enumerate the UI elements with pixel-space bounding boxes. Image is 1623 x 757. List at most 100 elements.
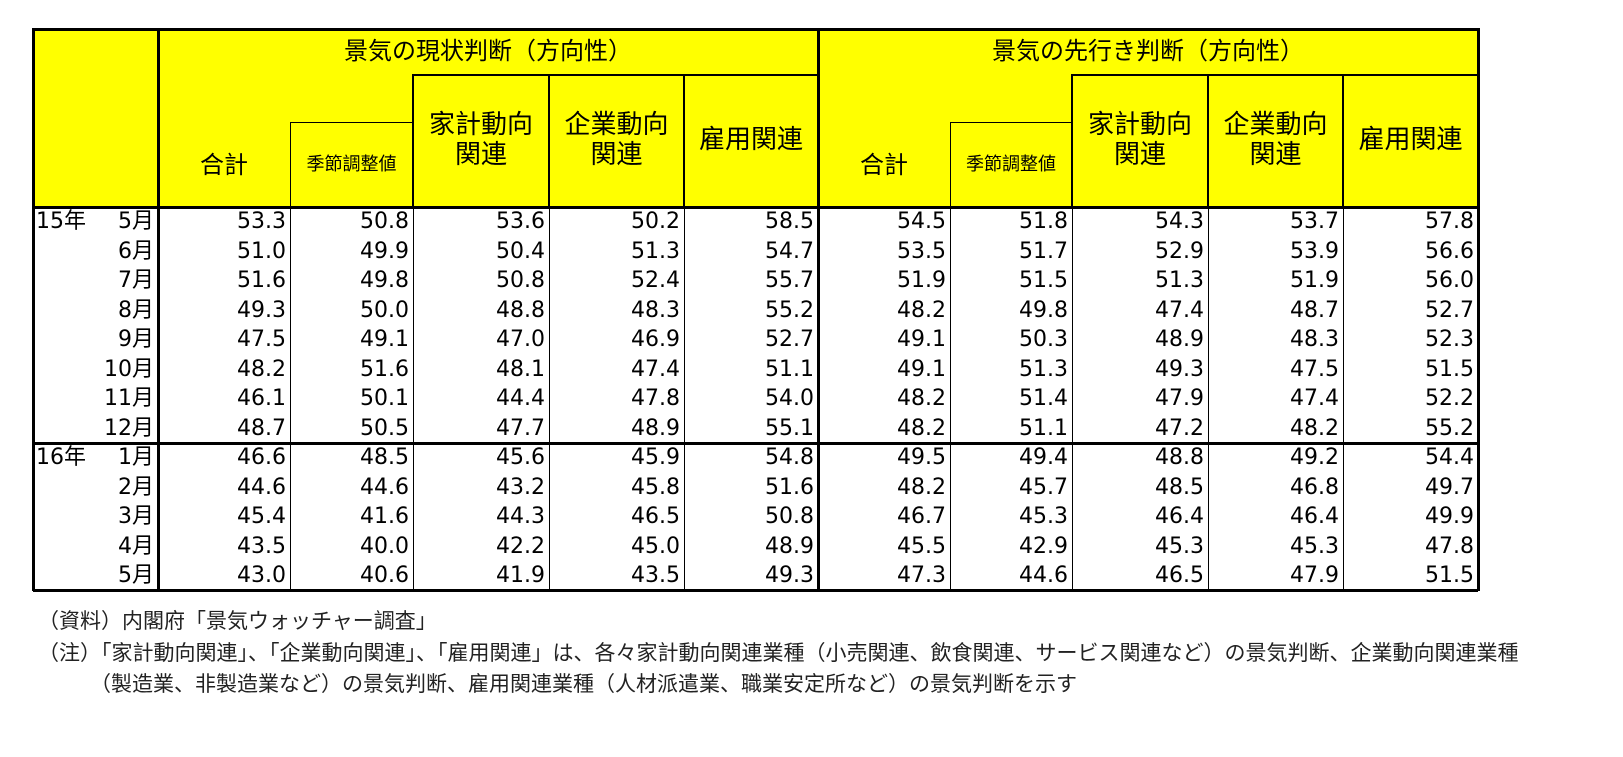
cell-value: 47.2 [1155, 415, 1204, 441]
month-label: 3月 [118, 504, 154, 529]
year-label: 15年 [36, 209, 86, 234]
cell-value: 50.0 [360, 297, 409, 323]
cell-value: 53.7 [1290, 209, 1339, 234]
cell-value: 50.3 [1019, 327, 1068, 352]
cell-value: 52.7 [765, 327, 814, 352]
cell-value: 45.6 [496, 445, 545, 470]
rule [413, 207, 414, 591]
column-header: 雇用関連 [698, 125, 803, 156]
cell-value: 41.9 [496, 563, 545, 588]
cell-value: 44.6 [360, 474, 409, 500]
cell-value: 48.7 [237, 415, 286, 441]
cell-value: 49.9 [360, 238, 409, 264]
column-header: 企業動向関連 [1223, 110, 1328, 170]
cell-value: 58.5 [765, 209, 814, 234]
cell-value: 55.7 [765, 268, 814, 293]
cell-value: 51.4 [1019, 386, 1068, 411]
cell-value: 45.3 [1155, 533, 1204, 559]
month-label: 10月 [104, 356, 154, 382]
cell-value: 47.9 [1155, 386, 1204, 411]
cell-value: 51.5 [1019, 268, 1068, 293]
cell-value: 43.5 [237, 533, 286, 559]
cell-value: 45.0 [631, 533, 680, 559]
cell-value: 51.3 [1155, 268, 1204, 293]
cell-value: 47.8 [631, 386, 680, 411]
cell-value: 50.2 [631, 209, 680, 234]
cell-value: 51.1 [1019, 415, 1068, 441]
cell-value: 48.2 [897, 474, 946, 500]
cell-value: 48.8 [496, 297, 545, 323]
month-label: 7月 [118, 268, 154, 293]
note-text: （注）「家計動向関連」、「企業動向関連」、「雇用関連」は、各々家計動向関連業種（… [38, 641, 1519, 696]
cell-value: 45.5 [897, 533, 946, 559]
cell-value: 51.5 [1425, 563, 1474, 588]
cell-value: 49.5 [897, 445, 946, 470]
rule [1476, 28, 1480, 591]
cell-value: 46.7 [897, 504, 946, 529]
rule [683, 74, 685, 207]
cell-value: 52.7 [1425, 297, 1474, 323]
cell-value: 45.3 [1290, 533, 1339, 559]
rule [1072, 74, 1478, 76]
rule [950, 122, 951, 207]
cell-value: 43.5 [631, 563, 680, 588]
cell-value: 54.3 [1155, 209, 1204, 234]
cell-value: 52.4 [631, 268, 680, 293]
cell-value: 47.4 [1290, 386, 1339, 411]
month-label: 4月 [118, 533, 154, 559]
cell-value: 46.4 [1290, 504, 1339, 529]
cell-value: 52.3 [1425, 327, 1474, 352]
cell-value: 48.2 [897, 415, 946, 441]
cell-value: 56.0 [1425, 268, 1474, 293]
cell-value: 51.9 [1290, 268, 1339, 293]
cell-value: 50.8 [765, 504, 814, 529]
rule [33, 205, 1478, 209]
cell-value: 45.7 [1019, 474, 1068, 500]
group-title: 景気の現状判断（方向性） [344, 36, 632, 65]
month-label: 2月 [118, 474, 154, 500]
cell-value: 49.1 [360, 327, 409, 352]
cell-value: 55.1 [765, 415, 814, 441]
cell-value: 48.1 [496, 356, 545, 382]
cell-value: 55.2 [765, 297, 814, 323]
rule [1072, 207, 1073, 591]
cell-value: 50.8 [360, 209, 409, 234]
cell-value: 49.3 [237, 297, 286, 323]
cell-value: 53.6 [496, 209, 545, 234]
cell-value: 40.6 [360, 563, 409, 588]
column-header: 雇用関連 [1358, 125, 1463, 156]
cell-value: 49.7 [1425, 474, 1474, 500]
cell-value: 54.0 [765, 386, 814, 411]
cell-value: 51.6 [360, 356, 409, 382]
cell-value: 48.2 [1290, 415, 1339, 441]
cell-value: 47.4 [631, 356, 680, 382]
cell-value: 49.8 [360, 268, 409, 293]
rule [33, 441, 1478, 445]
cell-value: 51.9 [897, 268, 946, 293]
cell-value: 50.8 [496, 268, 545, 293]
cell-value: 46.8 [1290, 474, 1339, 500]
cell-value: 47.7 [496, 415, 545, 441]
column-header: 合計 [200, 151, 248, 180]
cell-value: 48.2 [897, 386, 946, 411]
rule [549, 207, 550, 591]
cell-value: 48.2 [237, 356, 286, 382]
cell-value: 53.9 [1290, 238, 1339, 264]
rule [290, 122, 413, 123]
cell-value: 47.0 [496, 327, 545, 352]
rule [156, 28, 160, 591]
cell-value: 51.3 [631, 238, 680, 264]
cell-value: 53.3 [237, 209, 286, 234]
cell-value: 45.8 [631, 474, 680, 500]
cell-value: 46.1 [237, 386, 286, 411]
cell-value: 45.9 [631, 445, 680, 470]
cell-value: 45.3 [1019, 504, 1068, 529]
cell-value: 49.3 [765, 563, 814, 588]
cell-value: 48.5 [360, 445, 409, 470]
cell-value: 45.4 [237, 504, 286, 529]
rule [1342, 74, 1344, 207]
cell-value: 52.2 [1425, 386, 1474, 411]
cell-value: 43.0 [237, 563, 286, 588]
rule [33, 28, 1478, 31]
column-header: 季節調整値 [306, 153, 397, 175]
